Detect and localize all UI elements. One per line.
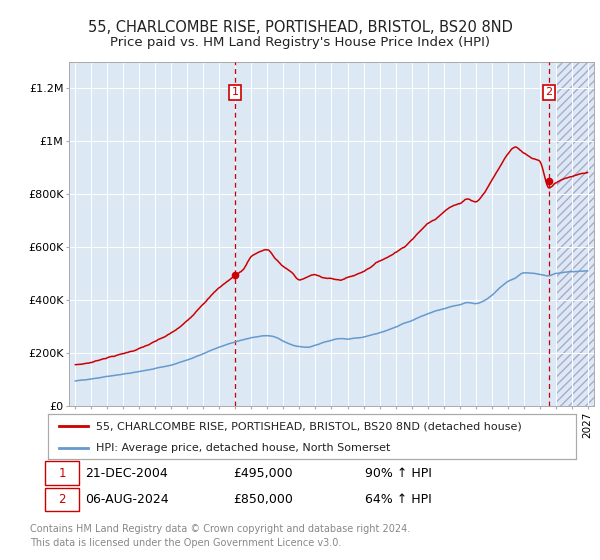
Text: 64% ↑ HPI: 64% ↑ HPI: [365, 493, 431, 506]
Text: HPI: Average price, detached house, North Somerset: HPI: Average price, detached house, Nort…: [95, 444, 390, 454]
FancyBboxPatch shape: [46, 461, 79, 484]
Text: 21-DEC-2004: 21-DEC-2004: [85, 466, 168, 479]
FancyBboxPatch shape: [46, 488, 79, 511]
Text: 2: 2: [545, 87, 553, 97]
Text: Contains HM Land Registry data © Crown copyright and database right 2024.: Contains HM Land Registry data © Crown c…: [30, 524, 410, 534]
Text: 55, CHARLCOMBE RISE, PORTISHEAD, BRISTOL, BS20 8ND: 55, CHARLCOMBE RISE, PORTISHEAD, BRISTOL…: [88, 20, 512, 35]
Text: 06-AUG-2024: 06-AUG-2024: [85, 493, 169, 506]
Text: 1: 1: [232, 87, 238, 97]
Text: 55, CHARLCOMBE RISE, PORTISHEAD, BRISTOL, BS20 8ND (detached house): 55, CHARLCOMBE RISE, PORTISHEAD, BRISTOL…: [95, 421, 521, 431]
Text: 90% ↑ HPI: 90% ↑ HPI: [365, 466, 431, 479]
Text: £495,000: £495,000: [233, 466, 292, 479]
Text: 2: 2: [59, 493, 66, 506]
Text: £850,000: £850,000: [233, 493, 293, 506]
Bar: [556, 62, 594, 406]
Text: This data is licensed under the Open Government Licence v3.0.: This data is licensed under the Open Gov…: [30, 538, 341, 548]
Text: Price paid vs. HM Land Registry's House Price Index (HPI): Price paid vs. HM Land Registry's House …: [110, 36, 490, 49]
Text: 1: 1: [59, 466, 66, 479]
